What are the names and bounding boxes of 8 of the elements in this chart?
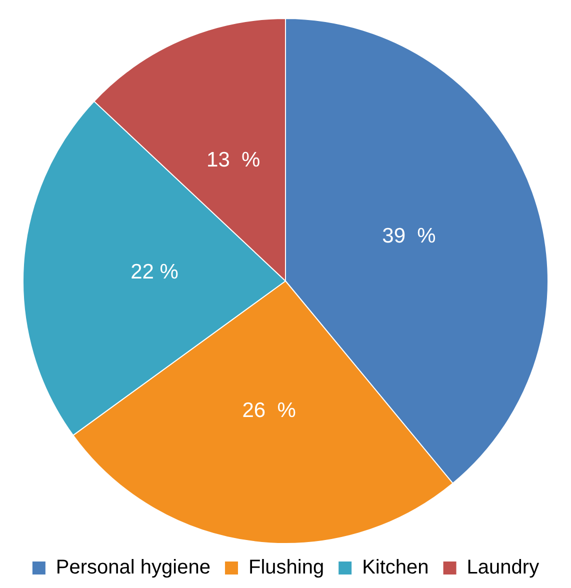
data-label: 22 %: [130, 260, 178, 284]
legend-label: Personal hygiene: [56, 556, 210, 579]
legend-label: Laundry: [466, 556, 540, 579]
legend-label: Kitchen: [362, 556, 429, 579]
data-label: 13 %: [206, 148, 260, 172]
legend-label: Flushing: [248, 556, 324, 579]
data-label: 26 %: [242, 399, 296, 422]
data-label: 39 %: [382, 224, 436, 248]
